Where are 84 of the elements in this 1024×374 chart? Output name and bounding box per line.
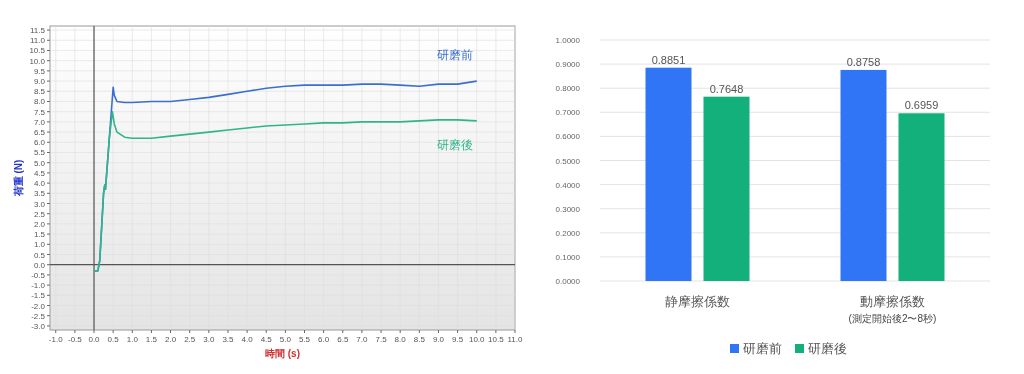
legend-label: 研磨後 xyxy=(808,341,847,356)
x-tick-label: 11.0 xyxy=(507,335,524,344)
bar xyxy=(840,69,887,281)
x-tick-label: 0.0 xyxy=(88,335,101,344)
x-tick-label: 8.5 xyxy=(413,335,426,344)
x-tick-label: 3.5 xyxy=(222,335,235,344)
x-tick-label: 2.5 xyxy=(184,335,196,344)
y-tick-label: 9.5 xyxy=(33,66,46,76)
y-tick-label: 4.5 xyxy=(33,168,46,178)
y-tick-label: 1.0 xyxy=(33,240,46,250)
x-tick-label: 6.0 xyxy=(318,335,330,344)
x-tick-label: 10.0 xyxy=(468,335,486,344)
x-tick-label: 8.0 xyxy=(394,335,407,344)
x-tick-label: 5.0 xyxy=(279,335,292,344)
y-tick-label: 5.0 xyxy=(33,158,46,168)
bar xyxy=(703,96,750,281)
y-tick-label: 11.5 xyxy=(30,26,46,36)
series-label: 研磨後 xyxy=(436,137,473,152)
y-tick-label: 0.9000 xyxy=(555,60,581,70)
y-tick-label: 2.5 xyxy=(33,209,46,219)
y-axis-title: 荷重 (N) xyxy=(13,159,24,198)
y-tick-label: 6.0 xyxy=(33,138,46,148)
y-tick-label: -2.5 xyxy=(31,311,46,321)
x-tick-label: 4.0 xyxy=(241,335,254,344)
y-tick-label: 0.1000 xyxy=(555,252,581,262)
x-tick-label: 9.5 xyxy=(452,335,464,344)
y-tick-label: 0.7000 xyxy=(555,108,581,118)
y-tick-label: 3.5 xyxy=(33,189,46,199)
y-tick-label: -1.0 xyxy=(31,281,46,291)
y-tick-label: 0.0 xyxy=(33,260,46,270)
x-tick-label: 4.5 xyxy=(260,335,273,344)
y-tick-label: 0.0000 xyxy=(555,277,581,286)
x-axis-title: 時間 (s) xyxy=(265,348,300,359)
y-tick-label: 5.5 xyxy=(33,148,46,158)
y-tick-label: 7.5 xyxy=(33,107,46,117)
y-tick-label: 8.5 xyxy=(33,87,46,97)
y-tick-label: 0.4000 xyxy=(555,180,581,190)
y-tick-label: 10.0 xyxy=(29,56,46,66)
data-label: 0.6959 xyxy=(904,99,939,112)
data-label: 0.8851 xyxy=(651,53,686,66)
y-tick-label: 6.5 xyxy=(33,128,46,138)
x-tick-label: 静摩擦係数 xyxy=(665,294,730,309)
y-tick-label: 0.5 xyxy=(33,250,46,260)
y-tick-label: 2.0 xyxy=(33,219,46,229)
x-tick-label: 7.0 xyxy=(356,335,369,344)
x-tick-label: 6.5 xyxy=(337,335,349,344)
x-tick-label: -0.5 xyxy=(67,335,83,344)
x-tick-label: 1.0 xyxy=(126,335,139,344)
x-tick-label: 7.5 xyxy=(375,335,388,344)
line-series xyxy=(93,110,478,272)
x-tick-label: 3.0 xyxy=(203,335,215,344)
x-tick-label: -1.0 xyxy=(48,335,64,344)
bar xyxy=(898,113,945,281)
y-tick-label: 1.0000 xyxy=(555,36,581,45)
y-tick-label: 7.0 xyxy=(33,117,46,127)
y-tick-label: 0.5000 xyxy=(555,156,581,166)
y-tick-label: 10.5 xyxy=(29,46,46,56)
y-tick-label: -1.5 xyxy=(31,291,46,301)
x-tick-label: 動摩擦係数 xyxy=(860,294,925,309)
x-tick-label: 9.0 xyxy=(432,335,445,344)
legend-label: 研磨前 xyxy=(743,341,782,356)
y-tick-label: 8.0 xyxy=(33,97,46,107)
x-tick-label: 10.5 xyxy=(488,335,505,344)
y-tick-label: 3.0 xyxy=(33,199,46,209)
y-tick-label: 0.8000 xyxy=(555,84,581,94)
x-tick-label: 0.5 xyxy=(107,335,120,344)
x-tick-label: 2.0 xyxy=(164,335,177,344)
y-tick-label: 0.6000 xyxy=(555,132,581,142)
y-tick-label: 4.0 xyxy=(33,179,46,189)
data-label: 0.7648 xyxy=(709,82,744,95)
x-tick-label: 1.5 xyxy=(145,335,158,344)
y-tick-label: 11.0 xyxy=(30,36,46,46)
y-tick-label: 0.3000 xyxy=(555,204,581,214)
text: (測定開始後2〜8秒) xyxy=(848,313,937,324)
y-tick-label: 9.0 xyxy=(33,77,46,87)
x-tick-label: 5.5 xyxy=(298,335,311,344)
series-label: 研磨前 xyxy=(436,48,473,63)
y-tick-label: -0.5 xyxy=(31,270,46,280)
data-label: 0.8758 xyxy=(846,55,881,68)
y-tick-label: -3.0 xyxy=(31,321,46,331)
y-tick-label: -2.0 xyxy=(31,301,46,311)
y-tick-label: 1.5 xyxy=(33,230,46,240)
y-tick-label: 0.2000 xyxy=(555,228,581,238)
bar xyxy=(645,67,692,281)
